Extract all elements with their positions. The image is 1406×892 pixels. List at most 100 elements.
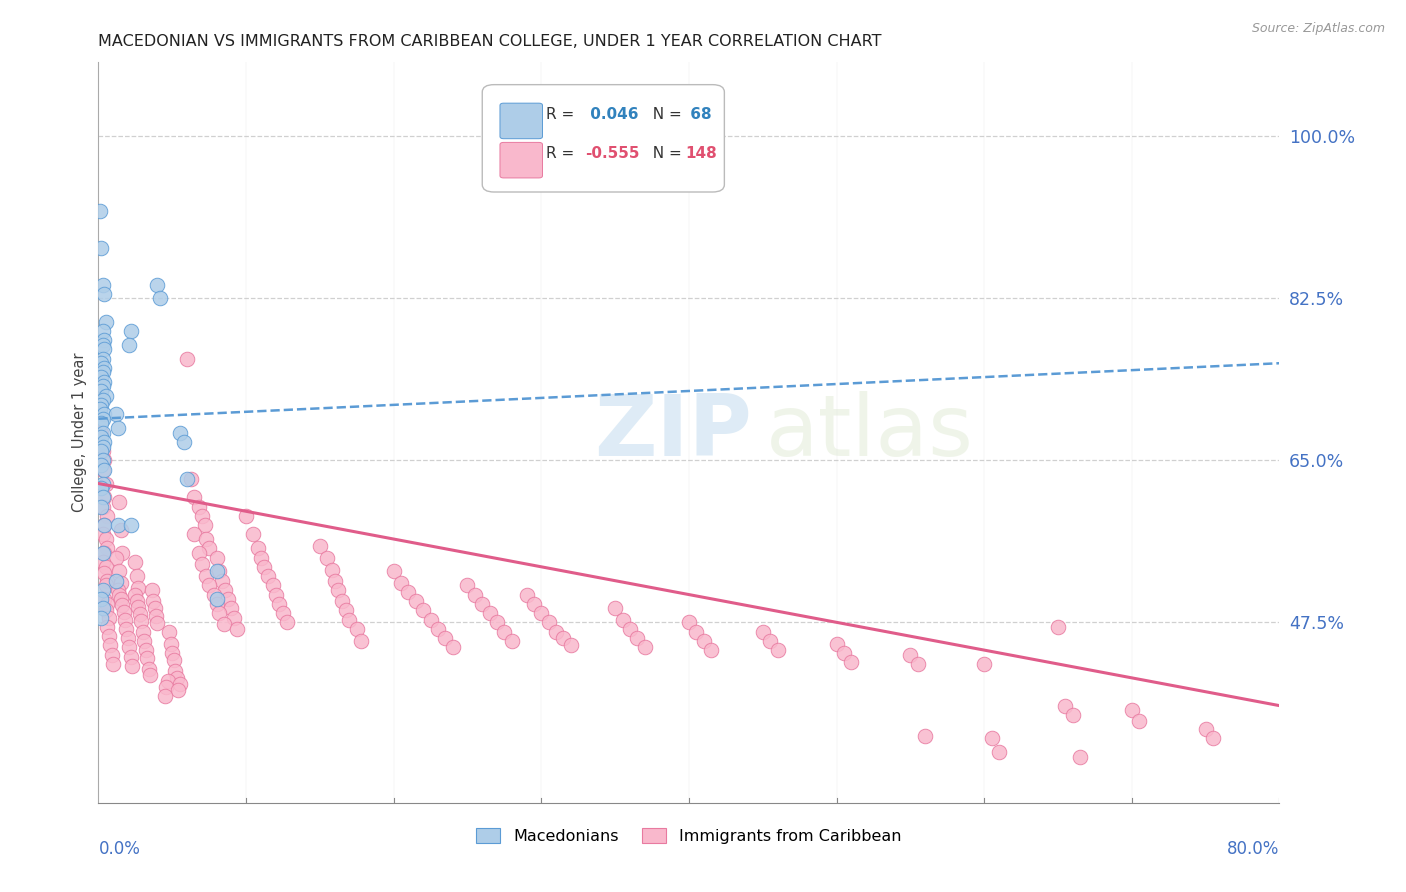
- Point: [108, 495, 131, 509]
- Text: atlas: atlas: [766, 391, 974, 475]
- Text: ZIP: ZIP: [595, 391, 752, 475]
- Point: [145, 608, 167, 623]
- Point: [97, 611, 120, 625]
- Point: [156, 673, 179, 688]
- Point: [110, 592, 132, 607]
- Point: [108, 565, 131, 579]
- Point: [205, 550, 228, 565]
- Text: N =: N =: [643, 146, 686, 161]
- Point: [90, 398, 112, 412]
- Point: [195, 569, 218, 583]
- Point: [1069, 749, 1091, 764]
- Point: [350, 633, 373, 648]
- Point: [93, 286, 115, 301]
- Point: [825, 637, 848, 651]
- Point: [90, 417, 112, 431]
- Point: [271, 606, 294, 620]
- Point: [471, 597, 494, 611]
- Point: [91, 440, 114, 454]
- Point: [166, 671, 188, 685]
- Point: [91, 500, 114, 514]
- Point: [316, 550, 339, 565]
- Point: [165, 665, 187, 679]
- Point: [89, 203, 111, 218]
- Point: [605, 601, 627, 615]
- Point: [208, 565, 231, 579]
- Point: [198, 578, 221, 592]
- Point: [93, 375, 115, 389]
- Point: [276, 615, 298, 630]
- Point: [700, 643, 723, 657]
- Point: [136, 651, 159, 665]
- Point: [146, 616, 169, 631]
- Point: [107, 582, 129, 597]
- Point: [90, 592, 112, 607]
- Point: [841, 655, 863, 669]
- Point: [988, 745, 1011, 759]
- Point: [91, 411, 114, 425]
- Point: [191, 557, 214, 571]
- Point: [90, 384, 112, 398]
- Point: [157, 624, 180, 639]
- Point: [434, 631, 457, 645]
- Point: [419, 613, 441, 627]
- Point: [93, 566, 115, 581]
- Text: 68: 68: [685, 107, 711, 122]
- Point: [91, 366, 114, 380]
- Point: [217, 592, 239, 607]
- Point: [634, 640, 657, 655]
- Point: [91, 425, 114, 440]
- Point: [105, 574, 128, 588]
- Point: [678, 615, 700, 630]
- Point: [100, 648, 122, 662]
- Point: [382, 565, 405, 579]
- Point: [242, 527, 264, 541]
- Point: [523, 597, 546, 611]
- Point: [560, 639, 582, 653]
- Point: [105, 550, 128, 565]
- Point: [205, 597, 228, 611]
- Point: [141, 582, 163, 597]
- Point: [108, 588, 131, 602]
- Text: MACEDONIAN VS IMMIGRANTS FROM CARIBBEAN COLLEGE, UNDER 1 YEAR CORRELATION CHART: MACEDONIAN VS IMMIGRANTS FROM CARIBBEAN …: [98, 34, 882, 49]
- Point: [176, 351, 198, 366]
- Point: [149, 292, 172, 306]
- Text: 0.046: 0.046: [585, 107, 638, 122]
- Point: [530, 606, 553, 620]
- Point: [427, 622, 450, 636]
- Point: [176, 472, 198, 486]
- Point: [398, 584, 420, 599]
- Point: [105, 407, 128, 421]
- Point: [93, 333, 115, 347]
- Point: [91, 351, 114, 366]
- Point: [226, 622, 249, 636]
- Point: [127, 581, 149, 595]
- Point: [326, 582, 349, 597]
- Point: [120, 649, 142, 664]
- Point: [194, 518, 217, 533]
- Point: [612, 613, 634, 627]
- Text: 148: 148: [685, 146, 717, 161]
- Point: [91, 379, 114, 393]
- Point: [330, 594, 353, 608]
- Point: [91, 324, 114, 338]
- Point: [553, 631, 575, 645]
- Text: R =: R =: [546, 146, 579, 161]
- Text: 80.0%: 80.0%: [1227, 840, 1279, 858]
- Point: [335, 603, 357, 617]
- Point: [1202, 731, 1225, 745]
- Point: [626, 631, 648, 645]
- Point: [257, 569, 280, 583]
- Point: [1046, 620, 1070, 634]
- Point: [94, 315, 117, 329]
- Point: [114, 613, 136, 627]
- Point: [187, 546, 209, 560]
- Point: [96, 541, 118, 556]
- Point: [89, 402, 111, 417]
- Point: [163, 653, 186, 667]
- Point: [96, 574, 118, 588]
- Point: [93, 407, 115, 421]
- Point: [973, 657, 995, 671]
- Point: [464, 588, 486, 602]
- Point: [321, 563, 343, 577]
